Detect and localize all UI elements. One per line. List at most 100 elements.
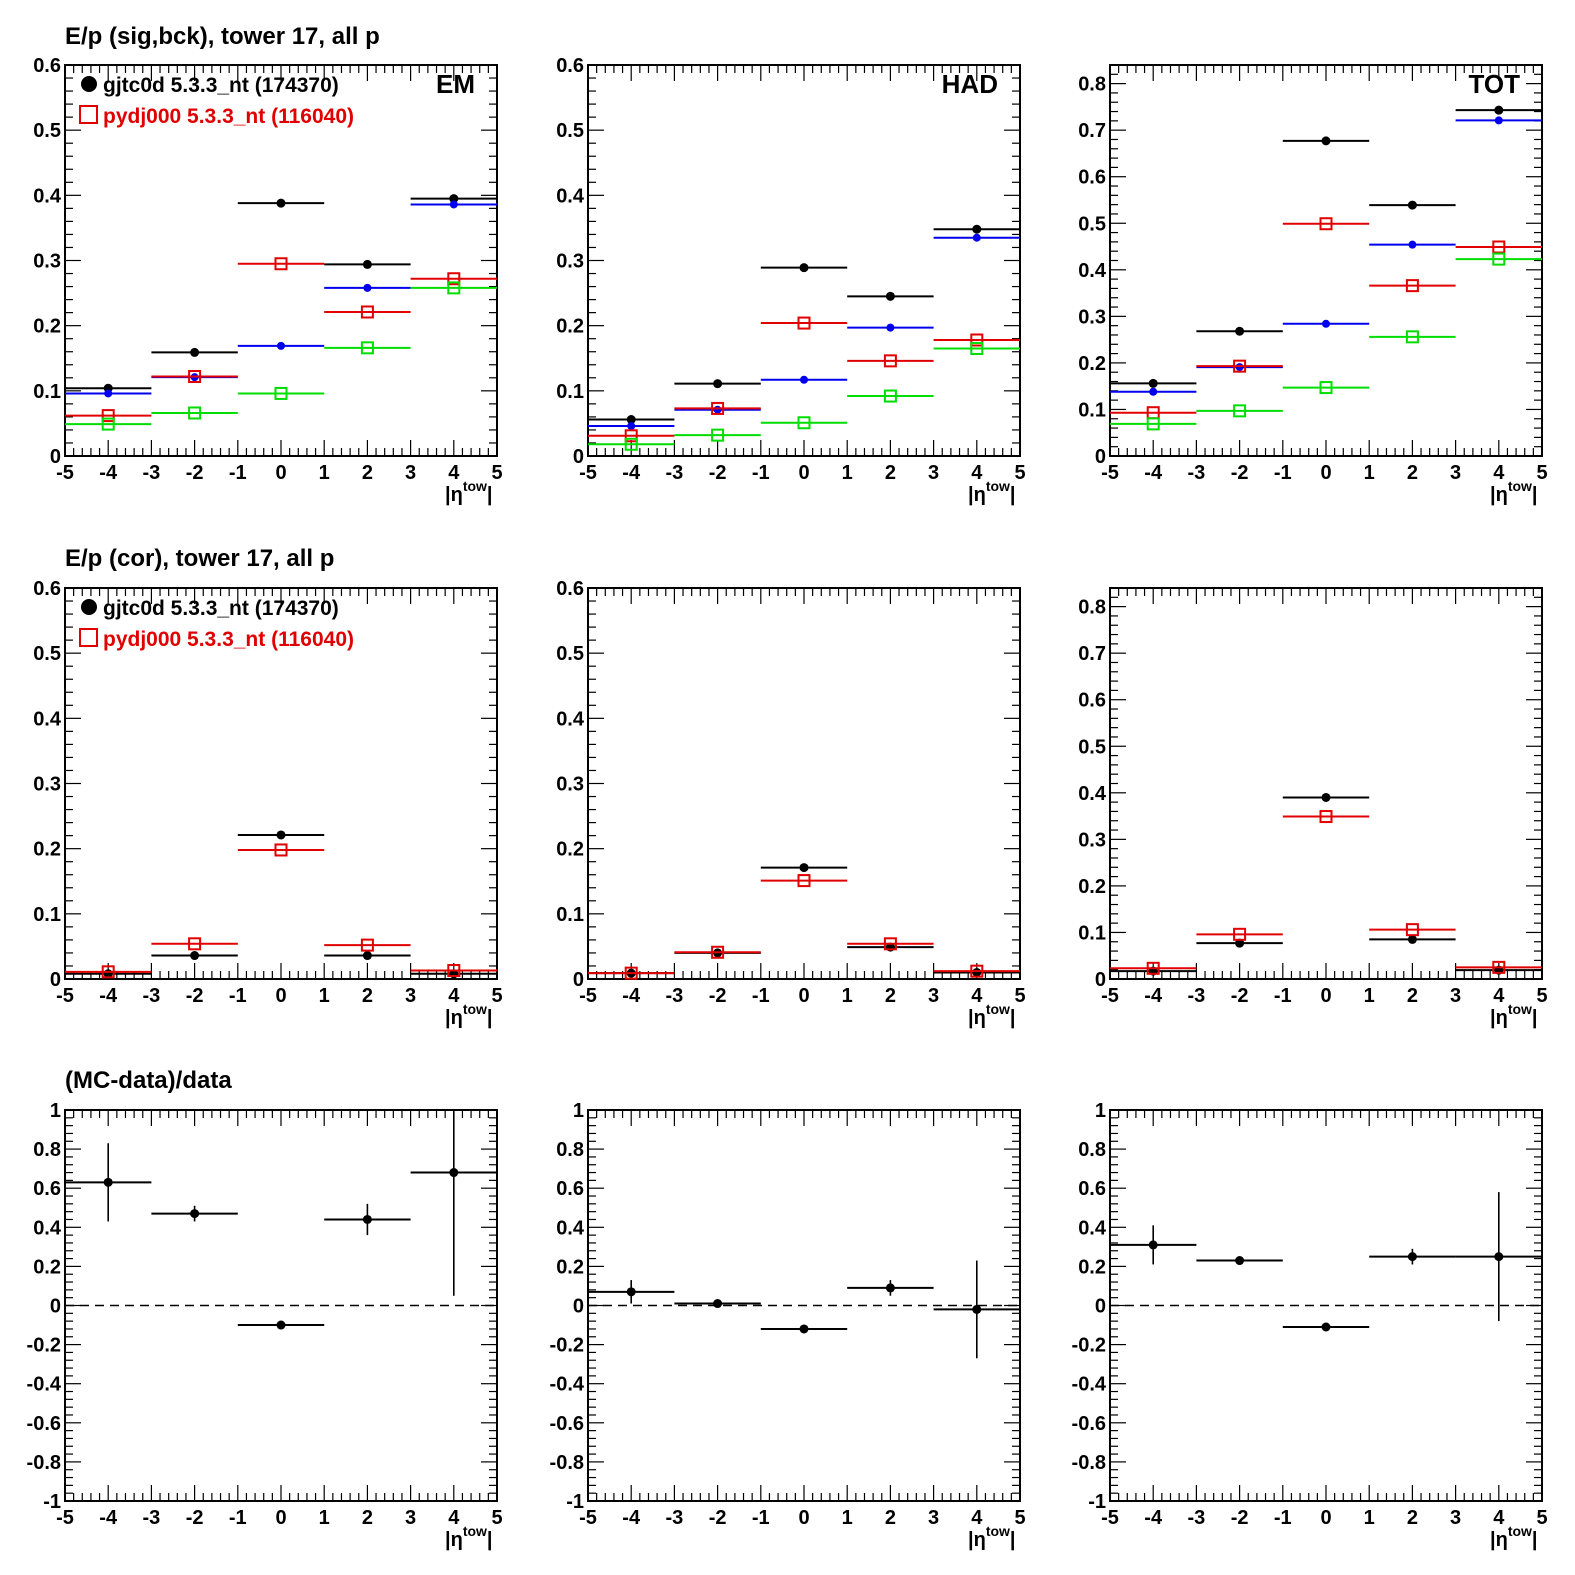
data-point bbox=[1282, 792, 1370, 802]
x-tick-label: 5 bbox=[1536, 462, 1547, 484]
data-point bbox=[324, 259, 411, 269]
data-point bbox=[1110, 961, 1197, 975]
x-tick-label: -2 bbox=[1231, 462, 1249, 484]
y-tick-label: -0.6 bbox=[550, 1413, 584, 1435]
y-tick-label: 0.6 bbox=[556, 578, 584, 600]
x-tick-label: -4 bbox=[1144, 985, 1163, 1007]
x-axis-label-main: |η bbox=[1490, 1007, 1508, 1029]
marker-square bbox=[447, 281, 461, 295]
y-tick-label: 0.2 bbox=[556, 1256, 584, 1278]
data-point bbox=[588, 437, 675, 451]
data-point bbox=[65, 965, 152, 979]
x-tick-label: -4 bbox=[622, 1507, 641, 1529]
data-point bbox=[760, 416, 848, 430]
x-tick-label: -1 bbox=[1274, 1507, 1292, 1529]
data-point bbox=[674, 405, 761, 414]
x-tick-label: 0 bbox=[1320, 985, 1331, 1007]
x-tick-label: -2 bbox=[1231, 985, 1249, 1007]
marker-square bbox=[1405, 923, 1419, 937]
x-tick-label: 2 bbox=[1407, 462, 1418, 484]
x-tick-label: 2 bbox=[1407, 985, 1418, 1007]
x-tick-label: 2 bbox=[362, 1507, 373, 1529]
marker-dot bbox=[362, 951, 372, 961]
x-tick-label: 0 bbox=[275, 985, 286, 1007]
plot-frame bbox=[1109, 64, 1543, 457]
x-tick-label: -5 bbox=[1101, 985, 1119, 1007]
marker-square bbox=[1319, 810, 1333, 824]
x-tick-label: -1 bbox=[1274, 462, 1292, 484]
x-tick-label: 4 bbox=[1493, 462, 1505, 484]
marker-dot bbox=[885, 291, 895, 301]
x-tick-label: -4 bbox=[622, 985, 641, 1007]
marker-square bbox=[274, 386, 288, 400]
x-tick-label: -2 bbox=[1231, 1507, 1249, 1529]
data-point bbox=[760, 375, 848, 384]
marker-dot bbox=[713, 379, 723, 389]
x-tick-label: -3 bbox=[1188, 462, 1206, 484]
x-tick-label: 4 bbox=[448, 1507, 460, 1529]
marker-square bbox=[274, 843, 288, 857]
x-axis-label: |ηtow| bbox=[445, 1523, 493, 1551]
y-tick-label: 0.4 bbox=[33, 185, 62, 207]
marker-dot bbox=[1321, 136, 1331, 146]
marker-dot bbox=[799, 1324, 809, 1334]
x-tick-label: 5 bbox=[1014, 985, 1025, 1007]
x-tick-label: 4 bbox=[971, 1507, 983, 1529]
panel-r1-had: -5 -4 -3 -2 -1 0 1 2 3 4 5|ηtow|00.10.20.30.40.50.… bbox=[556, 55, 1025, 506]
x-tick-label: 5 bbox=[1536, 985, 1547, 1007]
marker-square bbox=[1405, 279, 1419, 293]
marker-square bbox=[970, 341, 984, 355]
x-tick-label: 3 bbox=[405, 1507, 416, 1529]
marker-square bbox=[711, 945, 725, 959]
data-point bbox=[1196, 404, 1283, 418]
data-point bbox=[588, 422, 675, 431]
marker-dot bbox=[626, 1287, 636, 1297]
x-tick-label: -1 bbox=[752, 462, 770, 484]
x-axis-label-close: | bbox=[1532, 484, 1538, 506]
marker-square bbox=[624, 429, 638, 443]
x-tick-label: 2 bbox=[885, 462, 896, 484]
x-axis-label-close: | bbox=[487, 1007, 493, 1029]
marker-square bbox=[447, 272, 461, 286]
y-tick-label: -0.4 bbox=[1072, 1374, 1107, 1396]
marker-dot bbox=[886, 323, 895, 332]
x-tick-label: -5 bbox=[56, 985, 74, 1007]
x-tick-label: -3 bbox=[143, 462, 161, 484]
data-point bbox=[1282, 136, 1370, 146]
x-tick-label: -2 bbox=[186, 462, 204, 484]
y-tick-label: -1 bbox=[566, 1491, 584, 1513]
x-tick-label: 4 bbox=[971, 462, 983, 484]
y-tick-label: -0.4 bbox=[550, 1374, 585, 1396]
y-tick-label: 0.2 bbox=[33, 316, 61, 338]
x-tick-label: -4 bbox=[99, 985, 118, 1007]
marker-dot bbox=[626, 415, 636, 425]
y-tick-label: 0.5 bbox=[33, 120, 61, 142]
marker-square bbox=[360, 938, 374, 952]
panel-tag: TOT bbox=[1468, 69, 1520, 99]
data-point bbox=[1369, 240, 1456, 249]
marker-square bbox=[1492, 240, 1506, 254]
x-tick-label: 1 bbox=[842, 985, 853, 1007]
x-tick-label: 0 bbox=[798, 462, 809, 484]
marker-dot bbox=[972, 1304, 982, 1314]
y-tick-label: 0.2 bbox=[33, 1256, 61, 1278]
x-axis-label-main: |η bbox=[445, 1529, 463, 1551]
x-axis-label: |ηtow| bbox=[1490, 1523, 1538, 1551]
legend-label-data: gjtc0d 5.3.3_nt (174370) bbox=[103, 597, 339, 620]
x-tick-label: 3 bbox=[928, 462, 939, 484]
marker-square bbox=[101, 965, 115, 979]
panel-r2-em: -5 -4 -3 -2 -1 0 1 2 3 4 5|ηtow|00.10.20.30.40.50.… bbox=[33, 578, 502, 1029]
data-point bbox=[1196, 326, 1283, 336]
data-point bbox=[1110, 378, 1197, 388]
marker-square bbox=[1492, 960, 1506, 974]
x-tick-label: 4 bbox=[448, 462, 460, 484]
legend-label-mc: pydj000 5.3.3_nt (116040) bbox=[103, 105, 354, 128]
x-tick-label: -3 bbox=[143, 1507, 161, 1529]
legend-marker-mc bbox=[79, 105, 98, 124]
marker-dot bbox=[1235, 1256, 1245, 1266]
marker-square bbox=[624, 966, 638, 980]
data-point bbox=[1455, 116, 1542, 125]
data-point bbox=[1282, 217, 1370, 231]
marker-square bbox=[360, 305, 374, 319]
x-tick-label: -1 bbox=[1274, 985, 1292, 1007]
